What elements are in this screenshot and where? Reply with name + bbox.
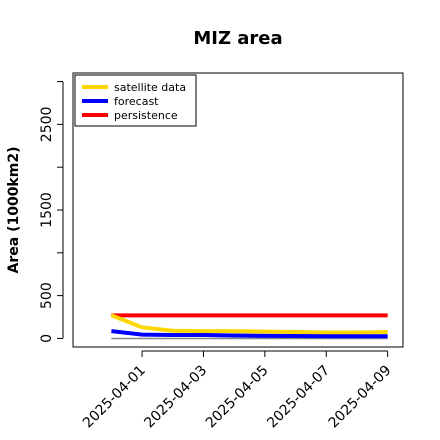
legend-label-persistence: persistence [114,109,178,122]
x-tick-label: 2025-04-05 [203,363,272,432]
chart-title: MIZ area [193,28,282,49]
y-tick-label: 1500 [39,192,55,228]
series-line-satellite-data [110,313,388,335]
x-tick-label: 2025-04-07 [264,363,333,432]
y-tick-label: 0 [39,334,55,343]
legend-label-forecast: forecast [114,95,159,108]
x-tick-label: 2025-04-03 [141,363,210,432]
legend-label-satellite-data: satellite data [114,81,186,94]
legend: satellite data forecast persistence [74,74,197,127]
y-tick-label: 500 [39,282,55,309]
x-tick-label: 2025-04-01 [80,363,149,432]
series-line-forecast [111,329,388,339]
y-tick-label: 2500 [39,107,55,143]
x-tick-label: 2025-04-09 [326,363,395,432]
y-axis-label: Area (1000km2) [6,147,22,274]
